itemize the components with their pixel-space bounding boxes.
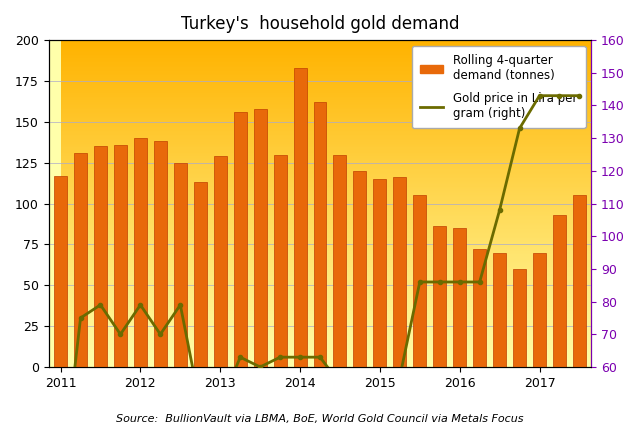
Bar — [314, 102, 326, 367]
Bar — [553, 215, 566, 367]
Bar — [134, 138, 147, 367]
Bar — [214, 156, 227, 367]
Bar — [294, 68, 307, 367]
Bar — [274, 155, 287, 367]
Bar — [154, 141, 167, 367]
Title: Turkey's  household gold demand: Turkey's household gold demand — [180, 15, 460, 33]
Bar — [74, 153, 87, 367]
Bar — [54, 176, 67, 367]
Bar — [353, 171, 366, 367]
Bar — [533, 253, 546, 367]
Bar — [174, 163, 187, 367]
Bar — [513, 269, 526, 367]
Bar — [94, 147, 107, 367]
Bar — [253, 109, 267, 367]
Bar — [413, 196, 426, 367]
Bar — [373, 179, 387, 367]
Text: Source:  BullionVault via LBMA, BoE, World Gold Council via Metals Focus: Source: BullionVault via LBMA, BoE, Worl… — [116, 414, 524, 424]
Bar — [234, 112, 246, 367]
Bar — [114, 145, 127, 367]
Bar — [453, 228, 466, 367]
Bar — [573, 196, 586, 367]
Bar — [493, 253, 506, 367]
Bar — [394, 177, 406, 367]
Bar — [194, 182, 207, 367]
Bar — [333, 155, 346, 367]
Bar — [433, 227, 446, 367]
Bar — [473, 249, 486, 367]
Legend: Rolling 4-quarter
demand (tonnes), Gold price in Lira per
gram (right): Rolling 4-quarter demand (tonnes), Gold … — [412, 46, 586, 128]
